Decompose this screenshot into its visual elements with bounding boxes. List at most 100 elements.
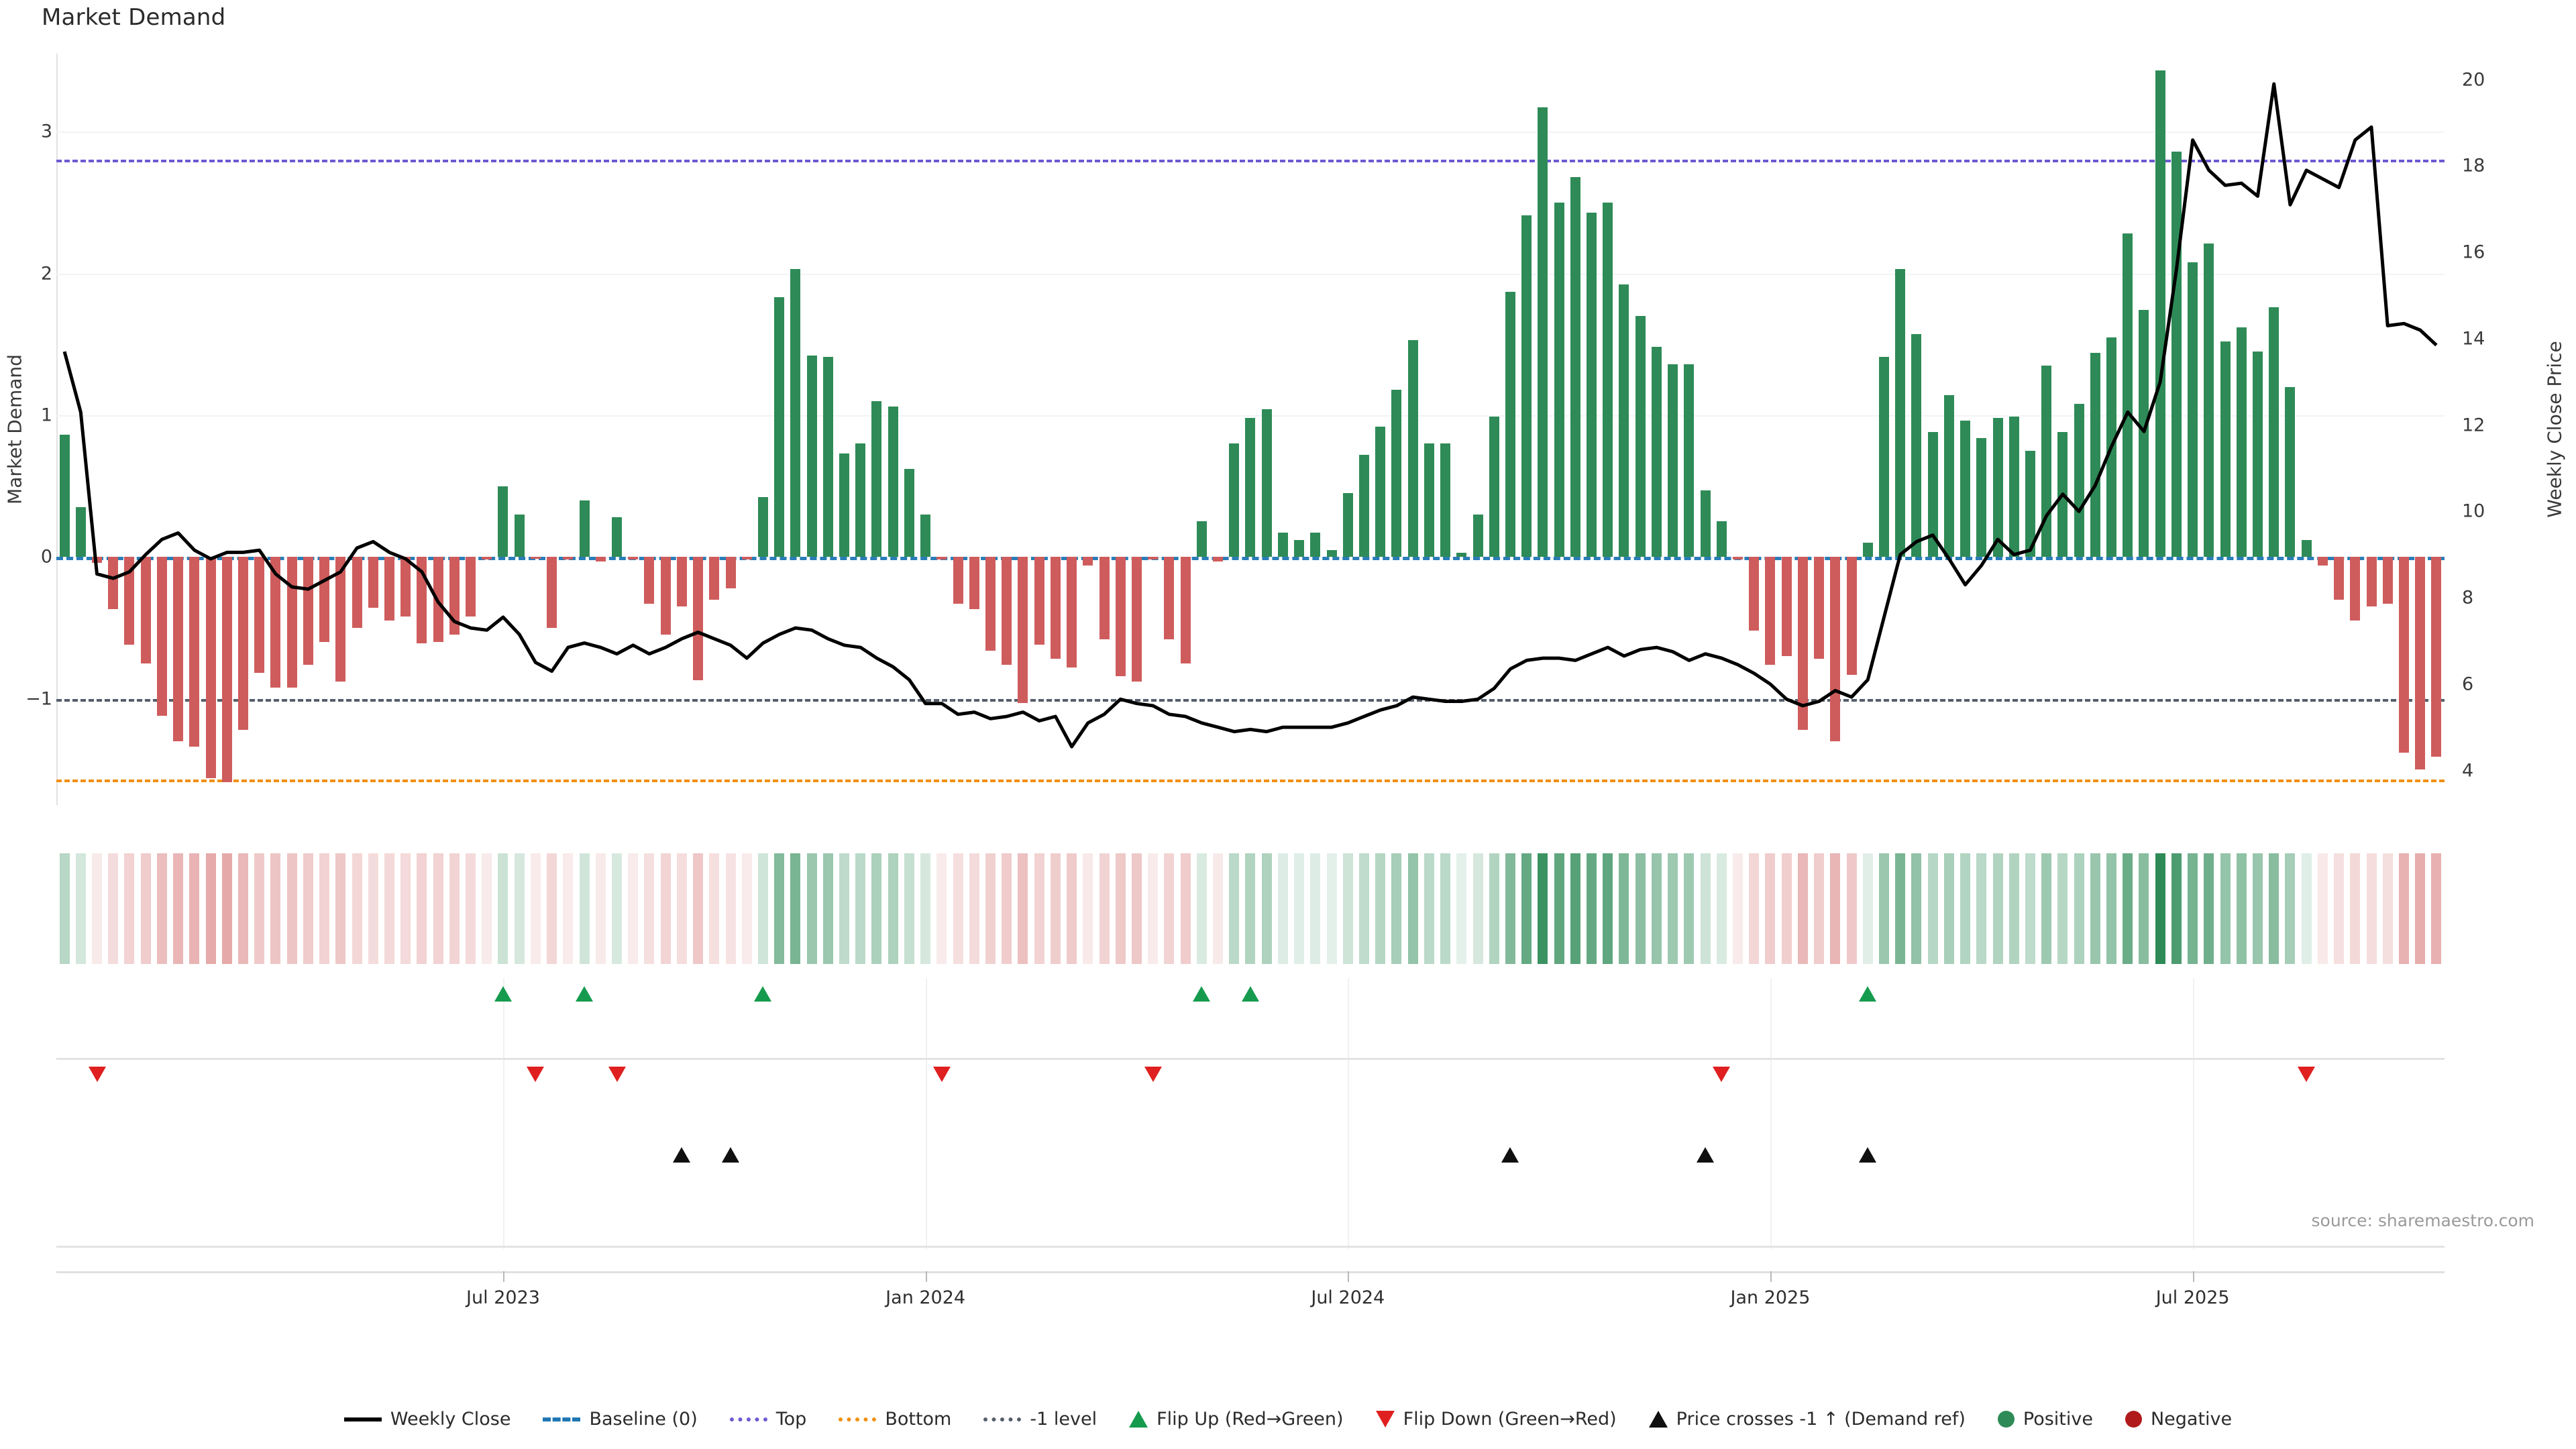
legend-line-dotted-top-icon — [729, 1417, 767, 1421]
demand-bar — [1164, 557, 1175, 639]
x-axis: Jul 2023 Jan 2024 Jul 2024 Jan 2025 Jul 2025 — [56, 1271, 2445, 1318]
heatmap-cell — [1180, 853, 1191, 964]
heatmap-cell — [1440, 853, 1451, 964]
heatmap-cell — [1115, 853, 1126, 964]
legend-line-solid-icon — [343, 1417, 382, 1421]
demand-bar — [1878, 357, 1889, 557]
heatmap-cell — [254, 853, 265, 964]
demand-bar — [352, 557, 362, 628]
heatmap-cell — [449, 853, 460, 964]
demand-bar — [384, 557, 394, 621]
heatmap-cell — [417, 853, 427, 964]
panel-vertical-gridline — [502, 1142, 504, 1249]
demand-bar — [1261, 409, 1272, 557]
x-axis-line — [56, 1271, 2445, 1273]
heatmap-cell — [1148, 853, 1159, 964]
demand-bar — [482, 557, 492, 560]
x-axis-tick-label: Jan 2024 — [885, 1287, 966, 1308]
heatmap-cell — [563, 853, 574, 964]
demand-bar — [660, 557, 671, 635]
demand-bar — [1131, 557, 1142, 682]
heatmap-cell — [985, 853, 996, 964]
demand-bar — [1391, 389, 1402, 557]
heatmap-cell — [1976, 853, 1987, 964]
heatmap-cell — [579, 853, 590, 964]
heatmap-cell — [2415, 853, 2426, 964]
legend-line-dotted-bottom-icon — [839, 1417, 877, 1421]
y-axis-right-label: Weekly Close Price — [2543, 341, 2566, 518]
heatmap-cell — [1083, 853, 1093, 964]
heatmap-cell — [1943, 853, 1954, 964]
legend-label: Flip Up (Red→Green) — [1157, 1409, 1344, 1430]
heatmap-cell — [676, 853, 687, 964]
x-axis-tick-mark — [925, 1271, 927, 1282]
heatmap-cell — [1700, 853, 1711, 964]
flip-up-marker — [576, 986, 594, 1002]
demand-bar — [1862, 543, 1873, 557]
heatmap-cell — [612, 853, 622, 964]
heatmap-cell — [1164, 853, 1175, 964]
heatmap-cell — [1018, 853, 1028, 964]
heatmap-cell — [400, 853, 411, 964]
demand-bar — [1342, 493, 1353, 557]
flip-down-marker — [608, 1067, 626, 1082]
heatmap-cell — [2188, 853, 2198, 964]
x-axis-tick-label: Jul 2023 — [466, 1287, 540, 1308]
gridline — [56, 273, 2445, 275]
demand-bar — [449, 557, 460, 635]
legend-item[interactable]: Flip Up (Red→Green) — [1129, 1409, 1344, 1430]
heatmap-cell — [595, 853, 606, 964]
price-cross-marker — [1859, 1147, 1877, 1163]
demand-bar — [709, 557, 720, 600]
demand-bar — [1002, 557, 1012, 665]
legend-label: Weekly Close — [390, 1409, 511, 1430]
source-note: source: sharemaestro.com — [2311, 1211, 2535, 1230]
demand-bar — [124, 557, 135, 645]
legend-item[interactable]: Bottom — [839, 1409, 951, 1430]
heatmap-cell — [2171, 853, 2182, 964]
panel-vertical-gridline — [925, 1142, 927, 1249]
demand-bar — [498, 486, 508, 557]
y-axis-right-tick-label: 16 — [2462, 241, 2485, 263]
heatmap-cell — [1294, 853, 1305, 964]
demand-bar — [1440, 443, 1451, 557]
heatmap-cell — [790, 853, 801, 964]
heatmap-cell — [2431, 853, 2442, 964]
demand-bar — [466, 557, 476, 616]
heatmap-cell — [1002, 853, 1012, 964]
price-cross-marker — [673, 1147, 691, 1163]
demand-bar — [2041, 365, 2052, 557]
legend-item[interactable]: Flip Down (Green→Red) — [1375, 1409, 1617, 1430]
heatmap-cell — [2285, 853, 2296, 964]
heatmap-cell — [1391, 853, 1402, 964]
flip-up-marker — [494, 986, 512, 1002]
demand-bar — [237, 557, 248, 730]
legend-item[interactable]: Negative — [2125, 1409, 2232, 1430]
demand-bar — [156, 557, 167, 716]
heatmap-cell — [1814, 853, 1825, 964]
demand-bar — [1538, 107, 1548, 557]
heatmap-cell — [1927, 853, 1938, 964]
legend-item[interactable]: Weekly Close — [343, 1409, 511, 1430]
legend-item[interactable]: Top — [729, 1409, 806, 1430]
demand-bar — [888, 407, 898, 557]
legend-item[interactable]: Positive — [1997, 1409, 2093, 1430]
heatmap-cell — [1765, 853, 1776, 964]
legend-item[interactable]: -1 level — [983, 1409, 1097, 1430]
legend-item[interactable]: Baseline (0) — [543, 1409, 698, 1430]
heatmap-cell — [709, 853, 720, 964]
demand-bar — [920, 514, 931, 557]
legend-item[interactable]: Price crosses -1 ↑ (Demand ref) — [1648, 1409, 1966, 1430]
heatmap-cell — [384, 853, 394, 964]
demand-bar — [221, 557, 232, 783]
triangle-black-icon — [1648, 1411, 1668, 1428]
demand-bar — [1895, 269, 1906, 557]
demand-bar — [1603, 202, 1613, 557]
x-axis-tick-mark — [502, 1271, 504, 1282]
demand-bar — [1229, 443, 1240, 557]
demand-bar — [1196, 521, 1207, 557]
heatmap-cell — [1797, 853, 1808, 964]
weekly-close-polyline — [62, 82, 2438, 749]
heatmap-cell — [352, 853, 362, 964]
demand-bar — [1018, 557, 1028, 703]
